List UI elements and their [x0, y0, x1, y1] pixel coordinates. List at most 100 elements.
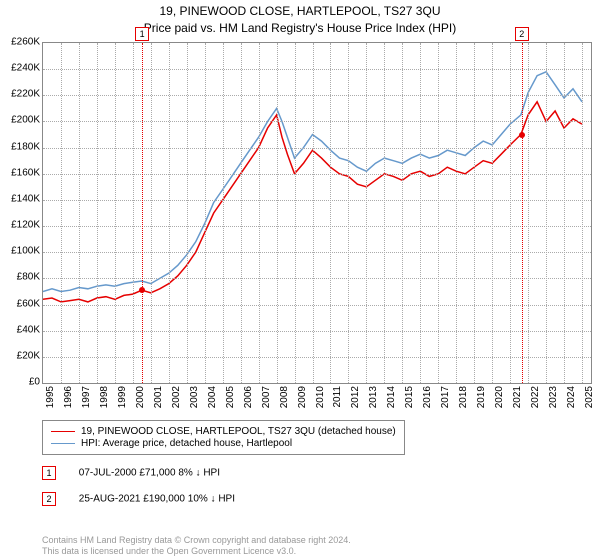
- xtick-label: 2006: [243, 386, 254, 408]
- xtick-label: 2007: [261, 386, 272, 408]
- xtick-label: 2015: [404, 386, 415, 408]
- grid-line-h: [43, 331, 591, 332]
- ytick-label: £60K: [17, 298, 40, 309]
- sale-marker-box-2: 2: [515, 27, 529, 41]
- xtick-label: 1998: [99, 386, 110, 408]
- ytick-label: £260K: [11, 37, 40, 48]
- sale-row-1: 1 07-JUL-2000 £71,000 8% ↓ HPI: [42, 466, 220, 480]
- ytick-label: £220K: [11, 89, 40, 100]
- xtick-label: 2001: [153, 386, 164, 408]
- grid-line-v: [151, 43, 152, 383]
- xtick-label: 2010: [315, 386, 326, 408]
- xtick-label: 2025: [584, 386, 595, 408]
- xtick-label: 2016: [422, 386, 433, 408]
- grid-line-h: [43, 148, 591, 149]
- ytick-label: £120K: [11, 220, 40, 231]
- ytick-label: £240K: [11, 63, 40, 74]
- grid-line-h: [43, 226, 591, 227]
- xtick-label: 2003: [189, 386, 200, 408]
- ytick-label: £140K: [11, 193, 40, 204]
- xtick-label: 2005: [225, 386, 236, 408]
- grid-line-v: [187, 43, 188, 383]
- grid-line-v: [420, 43, 421, 383]
- grid-line-v: [295, 43, 296, 383]
- xtick-label: 1997: [81, 386, 92, 408]
- grid-line-v: [61, 43, 62, 383]
- xtick-label: 1999: [117, 386, 128, 408]
- grid-line-v: [169, 43, 170, 383]
- grid-line-v: [528, 43, 529, 383]
- grid-line-h: [43, 121, 591, 122]
- grid-line-h: [43, 95, 591, 96]
- sale-marker-line-1: [142, 43, 143, 383]
- price-chart: 12: [42, 42, 592, 384]
- ytick-label: £40K: [17, 324, 40, 335]
- grid-line-h: [43, 252, 591, 253]
- grid-line-v: [330, 43, 331, 383]
- ytick-label: £80K: [17, 272, 40, 283]
- sale-delta-1: 8% ↓ HPI: [178, 468, 220, 479]
- sale-marker-dot-1: [139, 287, 145, 293]
- xtick-label: 2008: [279, 386, 290, 408]
- xtick-label: 1996: [63, 386, 74, 408]
- legend-swatch-hpi: [51, 443, 75, 444]
- xtick-label: 2024: [566, 386, 577, 408]
- xtick-label: 2020: [494, 386, 505, 408]
- grid-line-h: [43, 278, 591, 279]
- grid-line-v: [97, 43, 98, 383]
- xtick-label: 2023: [548, 386, 559, 408]
- grid-line-v: [259, 43, 260, 383]
- grid-line-v: [348, 43, 349, 383]
- page-title: 19, PINEWOOD CLOSE, HARTLEPOOL, TS27 3QU: [0, 4, 600, 18]
- grid-line-v: [115, 43, 116, 383]
- sale-date-1: 07-JUL-2000: [79, 468, 137, 479]
- grid-line-h: [43, 174, 591, 175]
- xtick-label: 2011: [332, 386, 343, 408]
- grid-line-h: [43, 200, 591, 201]
- grid-line-v: [492, 43, 493, 383]
- sale-marker-box-1: 1: [135, 27, 149, 41]
- sale-delta-2: 10% ↓ HPI: [188, 494, 235, 505]
- grid-line-v: [438, 43, 439, 383]
- xtick-label: 2021: [512, 386, 523, 408]
- grid-line-v: [456, 43, 457, 383]
- chart-lines: [43, 43, 591, 383]
- ytick-label: £0: [29, 377, 40, 388]
- xtick-label: 2000: [135, 386, 146, 408]
- legend-swatch-price-paid: [51, 431, 75, 432]
- sale-price-1: £71,000: [139, 468, 175, 479]
- grid-line-v: [205, 43, 206, 383]
- xtick-label: 2017: [440, 386, 451, 408]
- grid-line-v: [582, 43, 583, 383]
- grid-line-v: [384, 43, 385, 383]
- grid-line-v: [546, 43, 547, 383]
- ytick-label: £200K: [11, 115, 40, 126]
- sale-date-2: 25-AUG-2021: [79, 494, 141, 505]
- ytick-label: £160K: [11, 167, 40, 178]
- grid-line-v: [133, 43, 134, 383]
- xtick-label: 2004: [207, 386, 218, 408]
- grid-line-v: [277, 43, 278, 383]
- sale-marker-1: 1: [42, 466, 56, 480]
- xtick-label: 2009: [297, 386, 308, 408]
- xtick-label: 2018: [458, 386, 469, 408]
- xtick-label: 1995: [45, 386, 56, 408]
- xtick-label: 2012: [350, 386, 361, 408]
- page-subtitle: Price paid vs. HM Land Registry's House …: [0, 21, 600, 35]
- ytick-label: £20K: [17, 350, 40, 361]
- sale-marker-2: 2: [42, 492, 56, 506]
- ytick-label: £180K: [11, 141, 40, 152]
- chart-legend: 19, PINEWOOD CLOSE, HARTLEPOOL, TS27 3QU…: [42, 420, 405, 455]
- grid-line-v: [313, 43, 314, 383]
- licence-text: Contains HM Land Registry data © Crown c…: [42, 535, 351, 558]
- grid-line-h: [43, 357, 591, 358]
- licence-line-2: This data is licensed under the Open Gov…: [42, 546, 351, 558]
- grid-line-h: [43, 69, 591, 70]
- grid-line-v: [510, 43, 511, 383]
- xtick-label: 2013: [368, 386, 379, 408]
- xtick-label: 2022: [530, 386, 541, 408]
- grid-line-v: [564, 43, 565, 383]
- ytick-label: £100K: [11, 246, 40, 257]
- xtick-label: 2002: [171, 386, 182, 408]
- xtick-label: 2014: [386, 386, 397, 408]
